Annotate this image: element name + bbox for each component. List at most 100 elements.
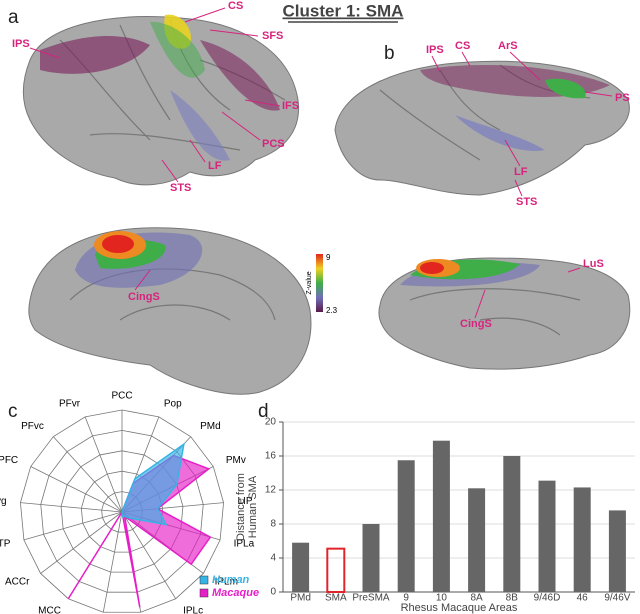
x-tick-label: 8B xyxy=(506,593,519,604)
bar xyxy=(362,524,380,592)
leader-line xyxy=(189,139,206,163)
bar xyxy=(503,456,521,592)
leader-line xyxy=(474,289,486,319)
radial-axis xyxy=(52,436,123,513)
colorbar-tick: 9 xyxy=(326,253,331,262)
region-label: ArS xyxy=(498,40,518,52)
region-label: IPS xyxy=(12,38,30,50)
region-label: PCS xyxy=(262,138,285,150)
panel-letter: b xyxy=(384,43,395,64)
y-tick-label: 0 xyxy=(270,587,276,598)
macaque-lateral-brain xyxy=(334,60,630,196)
region-label: CS xyxy=(455,40,470,52)
x-tick-label: 9/46D xyxy=(534,593,561,604)
radar-area xyxy=(121,442,185,526)
x-tick-label: 8A xyxy=(470,593,483,604)
colorbar-tick: 2.3 xyxy=(326,306,338,315)
legend-label: Human xyxy=(212,574,250,586)
panel-letter: d xyxy=(258,401,269,422)
radial-axis xyxy=(40,511,123,574)
region-label: PS xyxy=(615,92,630,104)
axis-label: LIP xyxy=(238,496,253,507)
y-tick-label: 12 xyxy=(265,485,277,496)
y-axis-label: Distance from xyxy=(235,473,247,541)
region-label: SFS xyxy=(262,30,283,42)
axis-label: IPLc xyxy=(183,605,203,614)
panel-letter: a xyxy=(8,7,19,28)
x-tick-label: PreSMA xyxy=(352,593,390,604)
bar xyxy=(468,488,486,592)
y-tick-label: 8 xyxy=(270,519,276,530)
bar xyxy=(573,487,591,592)
axis-label: vmPFC xyxy=(0,455,18,466)
x-axis-label: Rhesus Macaque Areas xyxy=(401,602,518,614)
region-label: STS xyxy=(516,196,537,208)
x-tick-label: 46 xyxy=(577,593,589,604)
leader-line xyxy=(584,91,613,97)
y-tick-label: 4 xyxy=(270,553,276,564)
x-tick-label: SMA xyxy=(325,593,347,604)
axis-label: PFvc xyxy=(21,421,44,432)
region-label: LF xyxy=(514,166,528,178)
bar xyxy=(432,440,450,592)
leader-line xyxy=(209,29,259,37)
region-label: CingS xyxy=(128,291,160,303)
region-label: CingS xyxy=(460,318,492,330)
human-lateral-brain xyxy=(22,14,300,186)
region-label: STS xyxy=(170,182,191,194)
radial-axis xyxy=(20,502,123,513)
leader-line xyxy=(161,159,179,183)
leader-line xyxy=(221,111,261,141)
grid-ring xyxy=(20,409,224,613)
axis-label: PFvr xyxy=(59,398,81,409)
radial-axis xyxy=(121,511,177,599)
axis-label: Pop xyxy=(164,398,182,409)
leader-line xyxy=(184,7,226,23)
axis-label: PMd xyxy=(200,421,221,432)
figure-title: Cluster 1: SMA xyxy=(283,1,404,20)
region-label: IFS xyxy=(282,100,299,112)
leader-line xyxy=(461,51,471,67)
colorbar-label: Z-value xyxy=(306,271,313,294)
y-tick-label: 16 xyxy=(265,451,277,462)
panel-letter: c xyxy=(8,401,18,422)
leader-line xyxy=(244,99,281,107)
axis-label: Amyg xyxy=(0,496,6,507)
y-axis-label: Human SMA xyxy=(247,475,259,538)
y-tick-label: 20 xyxy=(265,417,277,428)
region-label: LuS xyxy=(583,258,604,270)
radar-chart: PCCPopPMdPMvLIPIPLaIPLmIPLcSPLPCMCCACCrT… xyxy=(0,391,259,614)
x-tick-label: 9/46V xyxy=(604,593,630,604)
x-tick-label: 10 xyxy=(436,593,448,604)
legend-swatch xyxy=(199,588,209,598)
leader-line xyxy=(514,179,523,197)
radial-axis xyxy=(102,511,123,613)
region-label: CS xyxy=(228,0,243,12)
region-label: IPS xyxy=(426,44,444,56)
legend-label: Macaque xyxy=(212,587,259,599)
leader-line xyxy=(134,269,151,291)
axis-label: ACCr xyxy=(5,577,30,588)
axis-label: IPLm xyxy=(215,577,238,588)
legend-swatch xyxy=(199,575,209,585)
axis-label: TP xyxy=(0,538,11,549)
macaque-medial-brain xyxy=(378,257,631,370)
bar xyxy=(608,510,626,592)
leader-line xyxy=(567,267,581,273)
radial-axis xyxy=(84,416,123,513)
bar xyxy=(326,547,346,594)
x-tick-label: 9 xyxy=(403,593,409,604)
human-medial-brain xyxy=(28,227,312,395)
bar xyxy=(397,460,415,592)
radial-axis xyxy=(30,466,123,513)
axis-label: PCC xyxy=(111,391,132,402)
leader-line xyxy=(509,51,541,81)
leader-line xyxy=(431,55,441,73)
leader-line xyxy=(504,139,521,167)
bar xyxy=(538,480,556,592)
bar xyxy=(292,542,310,592)
colorbar xyxy=(316,254,323,312)
axis-label: MCC xyxy=(38,605,61,614)
axis-label: PMv xyxy=(226,455,246,466)
